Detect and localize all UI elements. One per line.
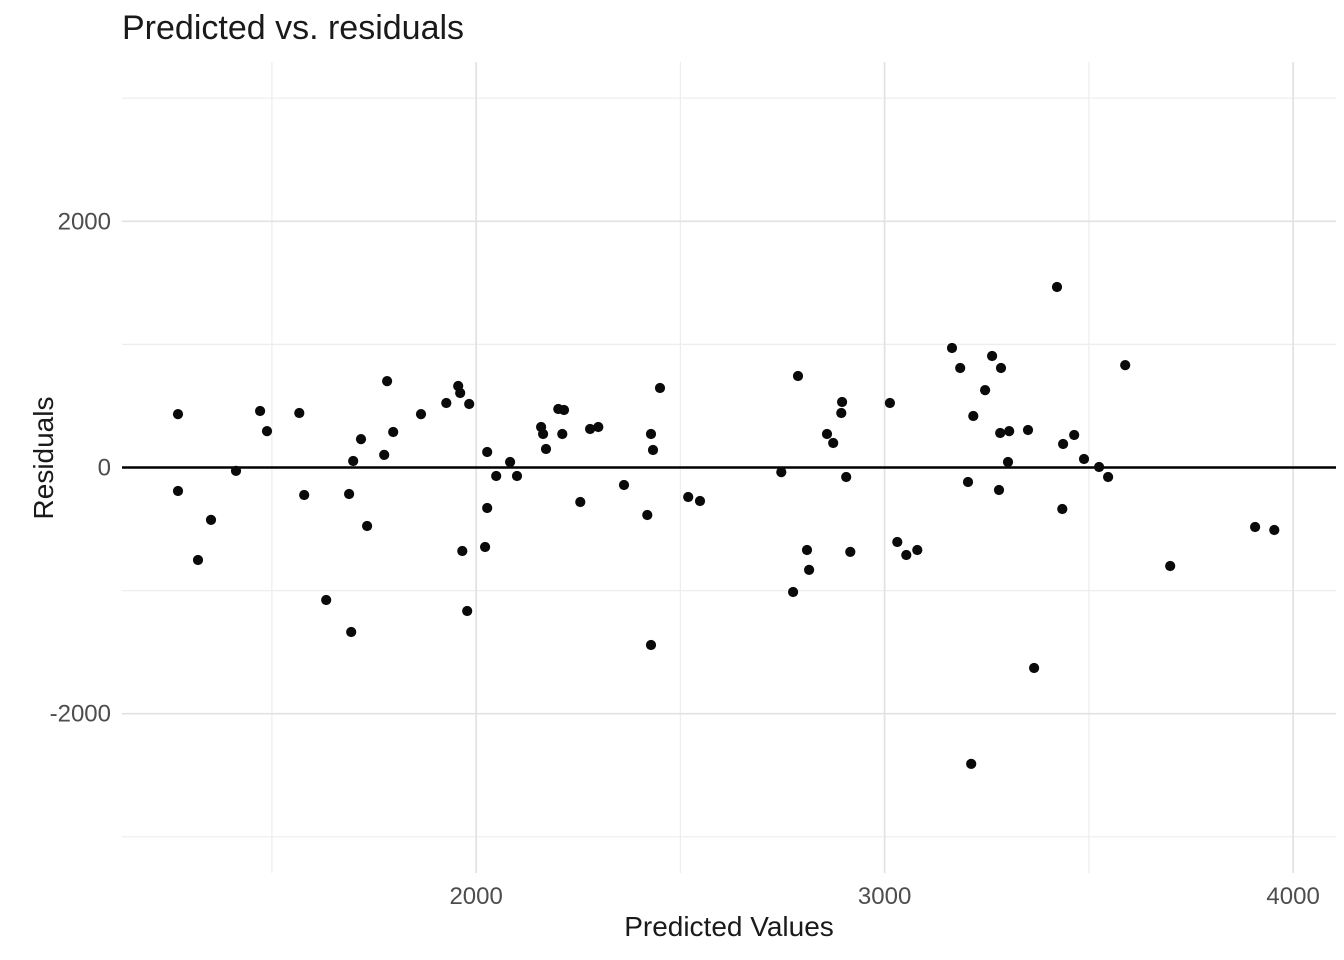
data-point — [1057, 503, 1068, 515]
data-point — [255, 405, 266, 417]
data-point — [995, 427, 1006, 439]
x-tick-label: 3000 — [858, 883, 911, 910]
x-tick-label: 2000 — [449, 883, 502, 910]
data-point — [966, 758, 977, 770]
data-point — [1120, 360, 1131, 371]
data-point — [558, 404, 570, 416]
y-tick-label: 0 — [98, 455, 111, 482]
data-point — [464, 398, 475, 410]
data-point — [344, 488, 355, 500]
data-point — [511, 470, 523, 482]
data-point — [1103, 471, 1114, 483]
data-point — [987, 350, 998, 362]
data-point — [694, 495, 706, 507]
data-point — [1078, 453, 1090, 465]
data-point — [821, 428, 833, 440]
data-point — [804, 564, 815, 576]
x-axis-title: Predicted Values — [624, 911, 834, 942]
data-point — [1069, 429, 1080, 441]
data-point — [205, 514, 217, 526]
data-point — [415, 409, 427, 420]
data-point — [955, 362, 966, 374]
data-point — [482, 446, 493, 458]
data-point — [845, 546, 856, 558]
data-point — [557, 428, 568, 440]
data-point — [618, 479, 630, 491]
y-tick-label: -2000 — [50, 701, 111, 728]
data-point — [540, 443, 552, 455]
data-point — [1165, 560, 1176, 572]
data-point — [792, 370, 804, 382]
data-point — [1269, 524, 1280, 536]
data-point — [980, 385, 991, 396]
data-point — [299, 489, 310, 501]
x-tick-label: 4000 — [1266, 883, 1319, 910]
data-point — [505, 456, 516, 468]
data-point — [575, 496, 586, 508]
data-point — [192, 554, 204, 566]
data-point — [642, 509, 653, 521]
data-point — [1029, 662, 1040, 674]
data-point — [491, 470, 502, 482]
data-point — [294, 407, 305, 419]
data-point — [654, 382, 666, 394]
data-point — [379, 449, 390, 460]
data-point — [901, 549, 912, 561]
data-point — [683, 491, 694, 503]
data-point — [321, 594, 332, 606]
data-point — [1058, 438, 1069, 450]
data-point — [1250, 521, 1261, 533]
data-point — [788, 586, 799, 598]
chart-title: Predicted vs. residuals — [122, 9, 465, 47]
data-point — [1022, 424, 1034, 436]
data-point — [801, 544, 813, 556]
data-point — [462, 605, 473, 617]
y-axis-title: Residuals — [28, 396, 59, 520]
data-point — [362, 520, 373, 532]
data-point — [538, 428, 549, 440]
data-point — [348, 455, 359, 467]
data-point — [836, 407, 847, 419]
data-point — [482, 502, 493, 514]
data-point — [912, 544, 923, 556]
data-point — [585, 423, 596, 435]
data-point — [946, 342, 958, 354]
data-point — [261, 426, 273, 437]
data-point — [968, 410, 979, 422]
data-point — [230, 465, 242, 476]
data-point — [355, 434, 367, 445]
data-point — [1051, 281, 1063, 293]
data-point — [776, 467, 787, 478]
data-point — [884, 397, 896, 409]
data-point — [388, 426, 399, 438]
data-point — [457, 545, 468, 557]
data-point — [593, 421, 604, 433]
data-point — [1002, 456, 1014, 468]
data-point — [455, 387, 466, 399]
data-point — [346, 626, 357, 638]
data-point — [172, 485, 184, 497]
data-point — [993, 484, 1005, 496]
data-point — [837, 396, 848, 408]
data-point — [995, 362, 1007, 374]
y-tick-label: 2000 — [58, 208, 111, 235]
data-point — [841, 471, 852, 483]
data-point — [962, 476, 974, 488]
data-point — [645, 639, 657, 651]
data-point — [828, 437, 839, 449]
data-point — [1094, 461, 1105, 473]
data-point — [892, 536, 903, 548]
data-point — [382, 376, 393, 387]
data-point — [480, 541, 491, 553]
data-point — [441, 397, 452, 409]
data-point — [1004, 426, 1015, 437]
data-point — [647, 444, 659, 456]
data-point — [172, 409, 184, 420]
data-point — [645, 428, 657, 440]
